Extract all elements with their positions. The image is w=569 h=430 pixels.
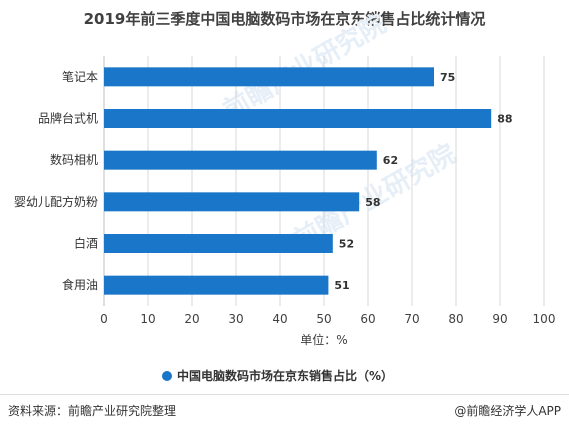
x-tick-label: 0 bbox=[100, 312, 108, 326]
category-label: 白酒 bbox=[74, 236, 98, 251]
data-label: 51 bbox=[334, 279, 349, 292]
data-label: 62 bbox=[383, 154, 398, 167]
legend: 中国电脑数码市场在京东销售占比（%） bbox=[162, 368, 393, 383]
grid: 0 10 20 30 40 50 60 70 80 90 100 单位：% bbox=[100, 56, 555, 347]
watermark: 前瞻产业研究院前瞻产业研究院 bbox=[218, 8, 461, 256]
bar-chart: 前瞻产业研究院前瞻产业研究院 0 10 20 30 40 50 60 70 80 90 100 单位：… bbox=[14, 8, 555, 383]
x-tick-label: 40 bbox=[272, 312, 287, 326]
category-label: 数码相机 bbox=[50, 152, 98, 167]
bars bbox=[104, 67, 492, 295]
legend-label: 中国电脑数码市场在京东销售占比（%） bbox=[177, 368, 393, 383]
labels: 笔记本 75 品牌台式机 88 数码相机 62 婴幼儿配方奶粉 58 白酒 52 食用油 51 bbox=[14, 69, 513, 292]
data-label: 58 bbox=[365, 196, 380, 209]
x-tick-label: 100 bbox=[533, 312, 556, 326]
legend-marker bbox=[162, 371, 172, 381]
data-label: 52 bbox=[339, 238, 354, 251]
bar bbox=[104, 109, 492, 128]
watermark-text: 前瞻产业研究院 bbox=[218, 8, 391, 126]
x-tick-label: 80 bbox=[448, 312, 463, 326]
x-tick-label: 50 bbox=[316, 312, 331, 326]
x-tick-label: 60 bbox=[360, 312, 375, 326]
x-tick-label: 10 bbox=[140, 312, 155, 326]
data-label: 88 bbox=[497, 113, 512, 126]
x-tick-label: 20 bbox=[184, 312, 199, 326]
footer-divider bbox=[0, 394, 569, 395]
x-tick-label: 90 bbox=[492, 312, 507, 326]
bar bbox=[104, 234, 333, 253]
bar bbox=[104, 150, 377, 170]
x-tick-label: 30 bbox=[228, 312, 243, 326]
category-label: 笔记本 bbox=[62, 69, 98, 84]
chart-title: 2019年前三季度中国电脑数码市场在京东销售占比统计情况 bbox=[83, 10, 486, 28]
bar bbox=[104, 192, 360, 212]
data-label: 75 bbox=[440, 71, 455, 84]
bar bbox=[104, 275, 329, 295]
category-label: 品牌台式机 bbox=[38, 111, 98, 126]
x-tick-label: 70 bbox=[404, 312, 419, 326]
x-axis-label: 单位：% bbox=[300, 332, 347, 347]
category-label: 食用油 bbox=[62, 277, 98, 292]
credit-note: @前瞻经济学人APP bbox=[454, 404, 561, 418]
bar bbox=[104, 67, 434, 87]
source-note: 资料来源：前瞻产业研究院整理 bbox=[8, 404, 177, 418]
category-label: 婴幼儿配方奶粉 bbox=[14, 194, 98, 209]
